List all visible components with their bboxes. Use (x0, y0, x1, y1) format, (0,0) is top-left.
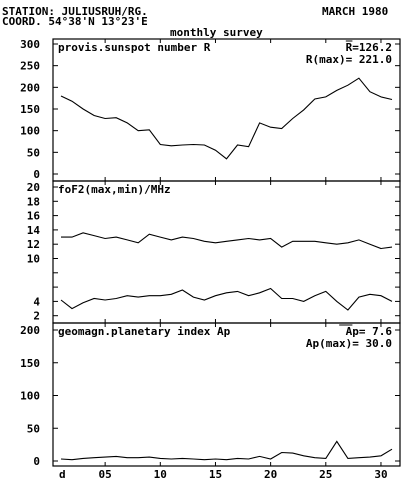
panel-title: foF2(max,min)/MHz (58, 183, 171, 196)
stat-mean: R=126.2 (346, 41, 392, 54)
x-tick-label: 25 (319, 468, 332, 480)
y-tick-label: 250 (20, 60, 40, 73)
x-tick-label: 05 (99, 468, 112, 480)
y-tick-label: 20 (27, 181, 40, 194)
series-line-2-1 (61, 232, 393, 250)
plot-frame-2 (52, 180, 401, 324)
y-tick-label: 50 (27, 422, 40, 435)
x-tick-label: 10 (154, 468, 167, 480)
y-tick-label: 0 (33, 455, 40, 468)
y-tick-label: 100 (20, 390, 40, 403)
y-tick-label: 0 (33, 168, 40, 181)
y-tick-label: 150 (20, 103, 40, 116)
y-tick-label: 10 (27, 253, 40, 266)
date-label: MARCH 1980 (322, 5, 389, 18)
stat-max: R(max)= 221.0 (306, 53, 392, 66)
x-tick-label: 30 (374, 468, 387, 480)
stat-mean: Ap= 7.6 (346, 325, 393, 338)
survey-subtitle: monthly survey (170, 26, 263, 39)
y-tick-label: 200 (20, 324, 40, 337)
coordinates-label: COORD. 54°38'N 13°23'E (2, 15, 148, 28)
y-tick-label: 150 (20, 357, 40, 370)
y-tick-label: 14 (27, 224, 41, 237)
plot-frame-3 (52, 322, 401, 467)
y-tick-label: 100 (20, 125, 40, 138)
x-tick-label: d (59, 468, 66, 480)
y-tick-label: 12 (27, 238, 40, 251)
series-line-3-1 (60, 440, 393, 461)
y-tick-label: 16 (27, 210, 41, 223)
panel-title: provis.sunspot number R (58, 41, 211, 54)
station-label: STATION: JULIUSRUH/RG. (2, 5, 148, 18)
x-tick-label: 15 (209, 468, 222, 480)
y-tick-label: 18 (27, 195, 40, 208)
stat-max: Ap(max)= 30.0 (306, 337, 392, 350)
y-tick-label: 4 (33, 295, 40, 308)
series-line-2-2 (60, 287, 393, 311)
y-tick-label: 200 (20, 81, 40, 94)
panel-title: geomagn.planetary index Ap (58, 325, 231, 338)
y-tick-label: 2 (33, 310, 40, 323)
y-tick-label: 50 (27, 146, 40, 159)
x-tick-label: 20 (264, 468, 277, 480)
y-tick-label: 300 (20, 38, 40, 51)
series-line-1-1 (60, 77, 393, 160)
